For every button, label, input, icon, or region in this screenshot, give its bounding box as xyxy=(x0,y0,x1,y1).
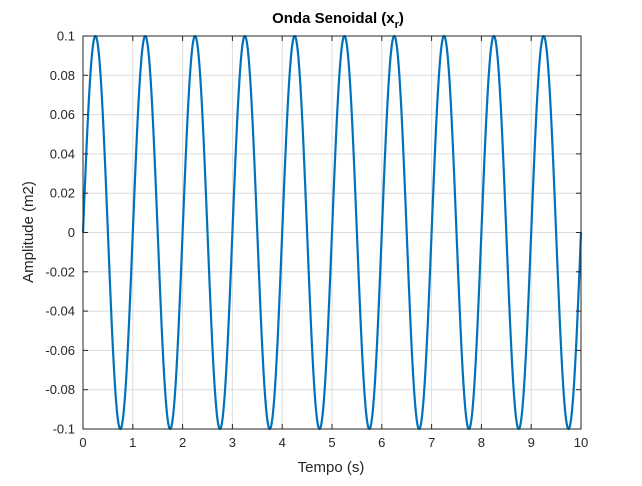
x-tick-label: 5 xyxy=(328,435,335,450)
y-tick-label: -0.04 xyxy=(45,304,75,319)
x-tick-label: 10 xyxy=(574,435,588,450)
ticks-layer: 0 1 2 3 4 5 6 7 8 9 10 0.1 0.08 0.06 0.04 0.02 0 -0.02 -0.… xyxy=(45,29,588,451)
x-tick-label: 6 xyxy=(378,435,385,450)
y-tick-label: -0.08 xyxy=(45,382,75,397)
y-tick-label: -0.06 xyxy=(45,343,75,358)
chart-title: Onda Senoidal (xr) xyxy=(272,10,404,31)
chart-title-main: Onda Senoidal (x xyxy=(272,10,395,27)
y-tick-label: -0.1 xyxy=(53,422,75,437)
x-tick-label: 9 xyxy=(528,435,535,450)
y-tick-label: -0.02 xyxy=(45,264,75,279)
y-tick-label: 0.06 xyxy=(50,107,75,122)
x-tick-label: 2 xyxy=(179,435,186,450)
x-tick-label: 4 xyxy=(279,435,286,450)
x-axis-label: Tempo (s) xyxy=(298,459,365,476)
x-tick-label: 3 xyxy=(229,435,236,450)
y-tick-label: 0.04 xyxy=(50,146,75,161)
y-tick-label: 0.02 xyxy=(50,186,75,201)
y-tick-label: 0 xyxy=(68,225,75,240)
x-tick-label: 1 xyxy=(129,435,136,450)
chart-title-suffix: ) xyxy=(399,10,404,27)
y-axis-label: Amplitude (m2) xyxy=(20,181,37,283)
series-line xyxy=(81,34,583,431)
x-tick-label: 7 xyxy=(428,435,435,450)
y-tick-label: 0.08 xyxy=(50,68,75,83)
x-tick-label: 8 xyxy=(478,435,485,450)
y-tick-label: 0.1 xyxy=(57,29,75,44)
x-tick-label: 0 xyxy=(79,435,86,450)
line-layer xyxy=(81,34,583,431)
chart-title-subscript: r xyxy=(395,19,400,31)
